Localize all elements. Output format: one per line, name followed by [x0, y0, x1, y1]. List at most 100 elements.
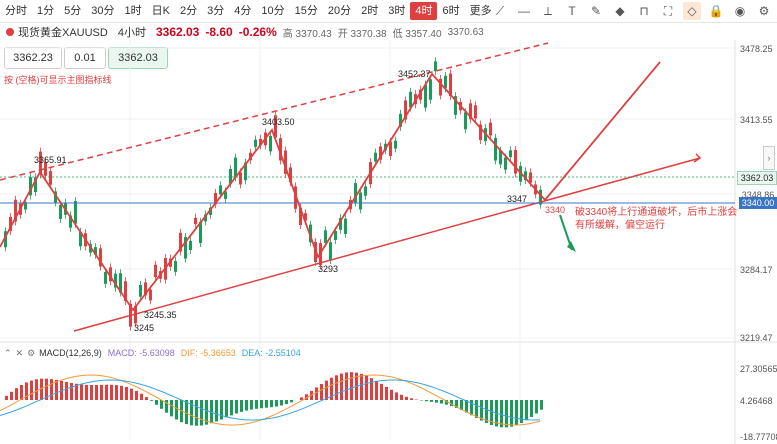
shape-icon[interactable]: ⛶: [663, 3, 673, 18]
macd-bar: [465, 400, 468, 413]
eraser-icon[interactable]: ◇: [683, 2, 701, 20]
candle-body: [214, 192, 217, 205]
settings-icon[interactable]: ⚙: [758, 4, 770, 18]
macd-bar: [40, 378, 43, 400]
candle-body: [184, 236, 187, 259]
candle-body: [74, 201, 77, 224]
macd-bar: [135, 390, 138, 400]
candle-body: [194, 217, 197, 225]
lock-icon[interactable]: 🔒: [708, 4, 724, 18]
timeframe-12[interactable]: 2时: [361, 5, 379, 17]
text-tool-icon[interactable]: T: [568, 4, 576, 18]
settings-icon[interactable]: ⚙: [27, 347, 36, 358]
ruler-icon[interactable]: ⟂: [543, 3, 552, 18]
candle-body: [44, 161, 47, 176]
macd-bar: [165, 400, 168, 413]
level-tag: 3348.86: [741, 190, 775, 200]
macd-bar: [445, 400, 448, 405]
timeframe-2[interactable]: 5分: [64, 5, 82, 17]
close-icon[interactable]: ✕: [15, 347, 24, 358]
candle-body: [499, 150, 502, 165]
macd-bar: [175, 400, 178, 420]
candle-body: [514, 149, 517, 174]
candle-body: [219, 185, 222, 195]
macd-bar: [430, 400, 433, 402]
macd-bar: [95, 384, 98, 400]
timeframe-7[interactable]: 3分: [207, 5, 225, 17]
timeframe-11[interactable]: 20分: [327, 5, 352, 17]
macd-bar: [230, 400, 233, 416]
zigzag-line[interactable]: [0, 61, 661, 312]
current-price-tag: 3362.03: [737, 171, 777, 185]
horizontal-line-icon[interactable]: —: [518, 4, 530, 18]
macd-bar: [130, 388, 133, 400]
axis-label-2: 3413.55: [740, 115, 773, 125]
timeframe-0[interactable]: 分时: [5, 5, 27, 17]
macd-legend: ⌃ ✕ ⚙ MACD(12,26,9) MACD: -5.63098 DIF: …: [0, 346, 301, 360]
timeframe-toolbar: 分时 1分 5分 30分 1时 日K 2分 3分 4分 10分 15分 20分 2时 3时 4时 6时 更多 ⟋ —…: [0, 0, 777, 23]
timeframe-13[interactable]: 3时: [388, 5, 406, 17]
marker-icon[interactable]: ◆: [615, 4, 625, 18]
timeframe-4[interactable]: 1时: [124, 5, 142, 17]
period-selector[interactable]: 4小时: [117, 27, 146, 39]
timeframe-16[interactable]: 更多: [469, 5, 492, 17]
macd-bar: [245, 400, 248, 411]
macd-bar: [105, 384, 108, 400]
timeframe-6[interactable]: 2分: [179, 5, 198, 17]
macd-bar: [450, 400, 453, 407]
macd-bar: [50, 379, 53, 400]
candle-body: [404, 100, 407, 120]
trend-line-icon[interactable]: ⟋: [495, 3, 505, 18]
symbol-dot-icon: [6, 28, 14, 36]
candle-body: [54, 191, 57, 203]
candle-body: [329, 242, 332, 261]
macd-bar: [370, 378, 373, 400]
brush-icon[interactable]: ✎: [590, 4, 602, 18]
macd-bar: [440, 400, 443, 404]
candle-body: [374, 152, 377, 162]
candle-body: [429, 79, 432, 100]
symbol-name[interactable]: 现货黄金XAUUSD: [18, 27, 108, 39]
macd-bar: [315, 387, 318, 400]
macd-bar: [490, 400, 493, 426]
macd-bar: [10, 391, 13, 400]
collapse-icon[interactable]: ⌃: [4, 347, 12, 358]
macd-bar: [160, 400, 163, 409]
dea-line: [0, 379, 541, 421]
macd-bar: [75, 383, 78, 400]
magnet-icon[interactable]: ⊓: [639, 4, 649, 18]
macd-bar: [260, 400, 263, 409]
candle-body: [94, 247, 97, 255]
macd-bar: [55, 379, 58, 400]
macd-value: MACD: -5.63098: [107, 348, 175, 358]
candle-body: [234, 157, 237, 178]
macd-bar: [405, 396, 408, 400]
macd-bar: [330, 377, 333, 400]
candle-body: [154, 264, 157, 278]
macd-axis-1: 27.30565: [740, 364, 777, 374]
macd-bar: [115, 385, 118, 400]
timeframe-15[interactable]: 6时: [442, 5, 460, 17]
channel-upper-line[interactable]: [0, 42, 549, 181]
eye-icon[interactable]: ◉: [734, 4, 746, 18]
scroll-right-icon[interactable]: ›: [763, 146, 775, 170]
label-3347: 3347: [507, 194, 528, 204]
macd-bar: [470, 400, 473, 416]
candle-body: [494, 137, 497, 161]
timeframe-8[interactable]: 4分: [234, 5, 252, 17]
timeframe-5[interactable]: 日K: [151, 5, 170, 17]
timeframe-1[interactable]: 1分: [37, 5, 55, 17]
macd-bar: [20, 385, 23, 400]
macd-title[interactable]: MACD(12,26,9): [39, 348, 102, 358]
candle-body: [354, 183, 357, 203]
timeframe-3[interactable]: 30分: [91, 5, 115, 17]
timeframe-14[interactable]: 4时: [410, 2, 438, 20]
buy-price-button[interactable]: 3362.03: [108, 47, 168, 69]
macd-bar: [400, 394, 403, 400]
candle-body: [439, 78, 442, 96]
candle-body: [504, 157, 507, 170]
timeframe-9[interactable]: 10分: [261, 5, 285, 17]
channel-lower-line[interactable]: [73, 157, 701, 332]
timeframe-10[interactable]: 15分: [294, 5, 318, 17]
